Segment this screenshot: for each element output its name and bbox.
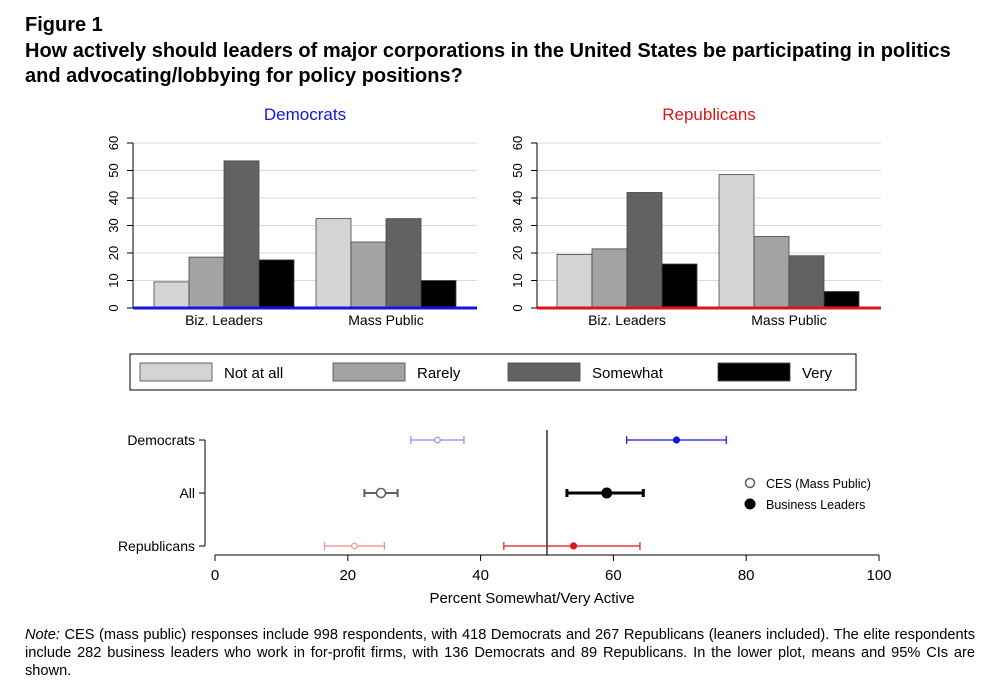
democrats-y-tick-label: 30 [106, 218, 121, 232]
note-text: CES (mass public) responses include 998 … [25, 627, 975, 679]
democrats-bar [385, 218, 422, 309]
figure-title: How actively should leaders of major cor… [25, 40, 951, 87]
democrats-y-tick-label: 20 [106, 246, 121, 260]
dot-legend-marker [744, 498, 756, 510]
democrats-bar [223, 160, 260, 309]
republicans-category-label: Biz. Leaders [588, 312, 666, 328]
dot-x-tick-label: 20 [339, 567, 356, 584]
republicans-bar [718, 174, 755, 309]
mean-marker [351, 542, 358, 550]
legend-swatch [507, 362, 581, 382]
mean-marker [672, 436, 681, 444]
legend-swatch [717, 362, 791, 382]
dot-x-axis-title: Percent Somewhat/Very Active [429, 590, 634, 607]
democrats-bar [258, 259, 295, 309]
republicans-y-tick-label: 60 [510, 136, 525, 150]
figure-note: Note: CES (mass public) responses includ… [25, 626, 975, 680]
democrats-y-tick-label: 0 [106, 304, 121, 311]
republicans-y-tick-label: 20 [510, 246, 525, 260]
legend-swatch [139, 362, 213, 382]
republicans-bar [823, 291, 860, 309]
dot-legend-label: CES (Mass Public) [766, 477, 871, 491]
dot-group-label: Republicans [118, 538, 195, 554]
democrats-category-label: Biz. Leaders [185, 312, 263, 328]
dot-group-label: Democrats [127, 432, 195, 448]
republicans-bar [626, 192, 663, 309]
legend-swatch [332, 362, 406, 382]
democrats-bar [153, 281, 190, 309]
dot-x-tick-label: 100 [866, 567, 891, 584]
legend-label: Very [802, 365, 833, 382]
republicans-y-tick-label: 40 [510, 191, 525, 205]
dot-x-tick-label: 80 [738, 567, 755, 584]
democrats-category-label: Mass Public [348, 312, 423, 328]
mean-marker [375, 487, 387, 499]
dot-group-label: All [179, 485, 195, 501]
mean-marker [601, 487, 613, 499]
democrats-y-tick-label: 10 [106, 273, 121, 287]
democrats-bar [188, 256, 225, 309]
legend-label: Somewhat [592, 365, 664, 382]
republicans-bar [661, 263, 698, 309]
dot-x-tick-label: 40 [472, 567, 489, 584]
democrats-y-tick-label: 50 [106, 163, 121, 177]
democrats-bar [420, 280, 457, 309]
democrats-panel-title: Democrats [264, 105, 346, 124]
dot-legend-label: Business Leaders [766, 498, 865, 512]
republicans-panel-title: Republicans [662, 105, 756, 124]
republicans-y-tick-label: 30 [510, 218, 525, 232]
republicans-bar [556, 253, 593, 309]
dot-x-tick-label: 0 [211, 567, 219, 584]
republicans-category-label: Mass Public [751, 312, 826, 328]
mean-marker [569, 542, 578, 550]
democrats-y-tick-label: 60 [106, 136, 121, 150]
republicans-bar [753, 236, 790, 309]
democrats-y-tick-label: 40 [106, 191, 121, 205]
dot-legend-marker [744, 477, 756, 489]
note-label: Note: [25, 627, 60, 643]
republicans-y-tick-label: 0 [510, 304, 525, 311]
legend-label: Rarely [417, 365, 461, 382]
republicans-y-tick-label: 10 [510, 273, 525, 287]
dot-x-tick-label: 60 [605, 567, 622, 584]
republicans-bar [788, 255, 825, 309]
legend-label: Not at all [224, 365, 283, 382]
mean-marker [434, 436, 441, 444]
democrats-bar [315, 218, 352, 309]
democrats-bar [350, 241, 387, 309]
republicans-bar [591, 248, 628, 309]
republicans-y-tick-label: 50 [510, 163, 525, 177]
figure-label: Figure 1 [25, 14, 103, 36]
